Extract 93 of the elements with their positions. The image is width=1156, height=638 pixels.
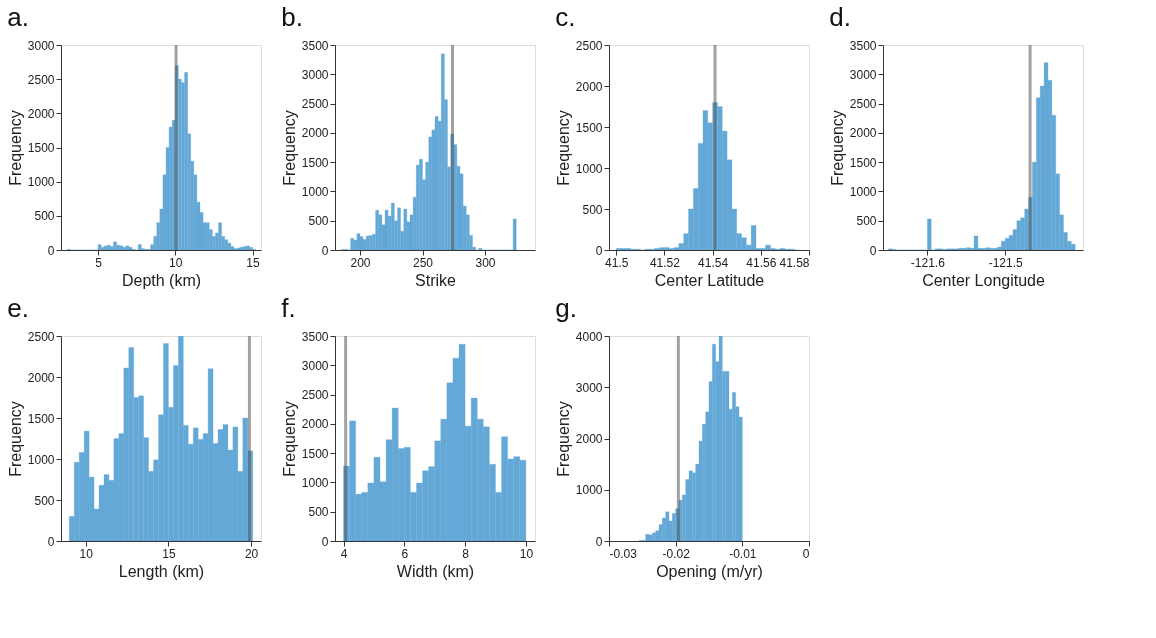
- y-tick-label: 0: [595, 243, 603, 258]
- x-tick-label: 250: [412, 255, 434, 270]
- y-tick-label: 2000: [27, 106, 55, 121]
- x-axis-title: Opening (m/yr): [656, 562, 763, 580]
- y-tick-label: 500: [308, 214, 329, 229]
- y-tick-label: 500: [308, 505, 329, 520]
- y-tick-label: 1000: [27, 175, 55, 190]
- x-tick-label: 10: [169, 255, 183, 270]
- y-tick-label: 500: [856, 214, 877, 229]
- x-tick-label: 10: [79, 546, 94, 561]
- y-tick-label: 2000: [27, 370, 55, 385]
- chart-title: a.: [7, 2, 29, 32]
- y-tick-label: 4000: [575, 329, 603, 344]
- y-tick-label: 1500: [27, 411, 55, 426]
- y-tick-label: 1000: [27, 452, 55, 467]
- y-axis-title: Frequency: [6, 110, 24, 186]
- x-tick-label: 15: [246, 255, 260, 270]
- y-tick-label: 3000: [301, 358, 329, 373]
- y-tick-label: 0: [47, 243, 55, 258]
- x-tick-label: 41.5: [605, 255, 629, 270]
- x-axis-title: Depth (km): [121, 271, 202, 289]
- y-tick-label: 2000: [301, 126, 329, 141]
- y-axis-title: Frequency: [6, 401, 24, 477]
- y-axis-title: Frequency: [554, 110, 572, 186]
- y-tick-label: 500: [34, 209, 55, 224]
- y-tick-label: 3500: [301, 38, 329, 53]
- y-axis-title: Frequency: [828, 110, 846, 186]
- y-tick-label: 1000: [301, 184, 329, 199]
- x-tick-label: -121.5: [988, 255, 1024, 270]
- chart-title: d.: [829, 2, 851, 32]
- x-axis-title: Center Longitude: [922, 271, 1045, 289]
- x-tick-label: 0: [802, 546, 810, 561]
- chart-title: f.: [281, 293, 296, 323]
- y-axis-title: Frequency: [280, 110, 298, 186]
- chart-title: e.: [7, 293, 29, 323]
- y-tick-label: 500: [582, 202, 603, 217]
- x-tick-label: 20: [244, 546, 259, 561]
- y-tick-label: 3000: [27, 38, 55, 53]
- y-tick-label: 0: [321, 243, 329, 258]
- y-tick-label: 1500: [301, 155, 329, 170]
- y-axis-title: Frequency: [280, 401, 298, 477]
- y-tick-label: 2000: [575, 79, 603, 94]
- y-tick-label: 1000: [849, 184, 877, 199]
- x-axis-title: Length (km): [118, 562, 205, 580]
- x-tick-label: -121.6: [910, 255, 946, 270]
- chart-title: b.: [281, 2, 303, 32]
- y-tick-label: 1000: [575, 483, 603, 498]
- x-tick-label: 41.52: [649, 255, 681, 270]
- y-tick-label: 3500: [301, 329, 329, 344]
- x-tick-label: -0.01: [729, 546, 757, 561]
- x-tick-label: 200: [350, 255, 371, 270]
- y-tick-label: 1000: [301, 475, 329, 490]
- y-tick-label: 1500: [575, 120, 603, 135]
- y-tick-label: 2500: [575, 38, 603, 53]
- y-tick-label: 0: [595, 534, 603, 549]
- x-tick-label: -0.03: [609, 546, 638, 561]
- y-axis-title: Frequency: [554, 401, 572, 477]
- x-tick-label: 41.58: [779, 255, 810, 270]
- x-axis-title: Strike: [415, 271, 457, 289]
- y-tick-label: 1000: [575, 161, 603, 176]
- x-tick-label: 300: [475, 255, 496, 270]
- y-tick-label: 2000: [575, 432, 603, 446]
- chart-title: g.: [555, 293, 577, 323]
- y-tick-label: 2500: [301, 388, 329, 403]
- chart-title: c.: [555, 2, 576, 32]
- x-tick-label: 15: [162, 546, 176, 561]
- y-tick-label: 0: [47, 534, 55, 549]
- y-tick-label: 1500: [301, 446, 329, 461]
- y-tick-label: 2000: [301, 417, 329, 432]
- y-tick-label: 1500: [849, 155, 877, 170]
- x-tick-label: 6: [401, 546, 409, 561]
- x-axis-title: Width (km): [396, 562, 475, 580]
- y-tick-label: 0: [321, 534, 329, 549]
- x-tick-label: 10: [519, 546, 534, 561]
- y-tick-label: 3000: [575, 380, 603, 395]
- y-tick-label: 500: [34, 493, 55, 508]
- y-tick-label: 0: [869, 243, 877, 258]
- x-tick-label: 41.56: [746, 255, 777, 270]
- x-tick-label: 4: [340, 546, 348, 561]
- x-tick-label: -0.02: [662, 546, 691, 561]
- y-tick-label: 2000: [849, 126, 877, 141]
- y-tick-label: 1500: [27, 141, 55, 155]
- y-tick-label: 2500: [301, 97, 329, 112]
- y-tick-label: 3000: [301, 67, 329, 82]
- x-tick-label: 41.54: [698, 255, 729, 270]
- x-tick-label: 8: [462, 546, 470, 561]
- y-tick-label: 2500: [27, 72, 55, 87]
- y-tick-label: 3500: [849, 38, 877, 53]
- y-tick-label: 3000: [849, 67, 877, 82]
- y-tick-label: 2500: [27, 329, 55, 344]
- x-axis-title: Center Latitude: [654, 271, 765, 289]
- x-tick-label: 5: [95, 255, 103, 270]
- y-tick-label: 2500: [849, 97, 877, 112]
